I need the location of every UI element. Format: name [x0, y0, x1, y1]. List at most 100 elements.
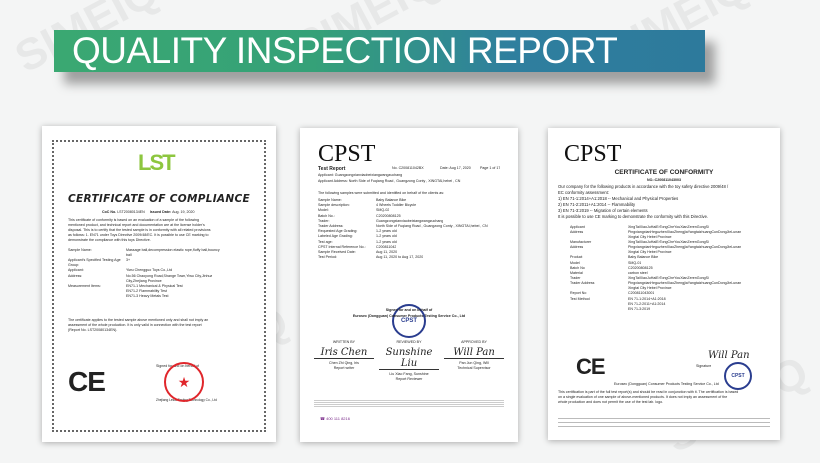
field-value-line: 3+ — [126, 258, 131, 262]
field-row: Sample description: 4 Wheels Toddler Bicy… — [318, 203, 508, 208]
signer-role: REVIEWED BY — [396, 340, 422, 344]
field-value: PingxiangxianHeguzhenXiaoZhengjiaYangtai… — [628, 281, 741, 291]
cpst-test-report[interactable]: CPST Test Report No. C200811042BX Date: … — [300, 128, 518, 442]
field-row: Test age: 1-2 years old — [318, 240, 508, 245]
field-row: Address PingxiangxianHeguzhenXiaoZhengjia… — [570, 245, 770, 255]
blue-seal-stamp: CPST — [392, 304, 426, 338]
text-line: The certificate applies to the tested sa… — [68, 318, 209, 322]
field-row: Product Baby Balance Bike — [570, 255, 770, 260]
field-value-line: Xingtai City Hebei Province — [628, 286, 672, 291]
signature-label: Signature — [696, 364, 712, 368]
text-line: This certificate of conformity is based … — [68, 218, 200, 222]
cpst-logo: CPST — [564, 141, 622, 167]
field-row: Measurement Items: EN71-1 Mechanical & Ph… — [68, 284, 254, 299]
field-value-line: ball — [126, 253, 132, 257]
field-value-line: SMQ-01 — [628, 260, 642, 265]
ce-mark: CE — [576, 354, 606, 379]
field-value: Aug 11, 2020 to Aug 17, 2020 — [376, 255, 424, 260]
field-label: Labeled Age Grading: — [318, 234, 353, 239]
field-label: Material — [570, 271, 583, 276]
text-line: mentioned product, and technical report … — [68, 223, 205, 227]
field-label: Trader — [570, 276, 581, 281]
signer-block: APPROVED BY Will Pan Pan Jun Qing, Will Tec… — [444, 340, 504, 382]
field-label: Applicant: — [68, 268, 84, 273]
decorative-border — [52, 140, 266, 432]
field-value: 1-2 years old — [376, 229, 397, 234]
text-line: EC conformity assessment: — [558, 190, 609, 195]
phone-value: 400 111 8216 — [326, 416, 350, 421]
field-label: Batch No — [570, 265, 585, 270]
field-row: Trader: Guangzongxianxiaobeixiangwangzuch… — [318, 219, 508, 224]
field-row: Batch No C20200808125 — [570, 266, 770, 271]
certificate-title: CERTIFICATE OF CONFORMITY — [614, 169, 714, 176]
field-row: Model SMQ-01 — [570, 261, 770, 266]
report-number: No. C200811042BX — [392, 166, 424, 170]
field-row: Applicant's Specified Testing Age Group:… — [68, 258, 254, 268]
field-label: Measurement Items: — [68, 283, 101, 288]
red-seal-stamp: ★ — [164, 362, 204, 402]
field-value-line: PingxiangxianHeguzhenXiaoZhengjiaYangtai… — [628, 230, 742, 235]
certificate-of-compliance[interactable]: LST CERTIFICATE OF COMPLIANCE CoC No. LS… — [42, 126, 276, 442]
report-heading: Test Report — [318, 166, 346, 172]
field-row: Trader Address PingxiangxianHeguzhenXiaoZ… — [570, 281, 770, 291]
signer-name: Chen Zhi Qing, Iris — [329, 361, 359, 365]
certificate-number: NO.:C200811043003 — [647, 178, 681, 182]
signature: Will Pan — [708, 350, 750, 361]
field-value: No.56 Chaoyong Road,Shange Town,Yiwu Cit… — [126, 274, 212, 284]
lst-logo: LST — [138, 150, 176, 175]
field-value-line: EN71-1 Mechanical & Physical Test — [126, 283, 183, 288]
certificate-of-conformity[interactable]: CPST CERTIFICATE OF CONFORMITY NO.:C2008… — [548, 128, 780, 440]
field-value: Baby Balance Bike — [376, 198, 407, 202]
fields-table: Sample Name: Baby Balance Bike Sample desc… — [318, 198, 508, 260]
text-line: This certification is part of the full t… — [558, 390, 739, 394]
field-value: Yiwu Chengguo Toys Co.,Ltd — [126, 268, 172, 273]
cpst-logo: CPST — [318, 141, 376, 167]
field-value: XingTaiXiaoJuHaiErTongCheYouXianZerenGon… — [628, 240, 709, 245]
field-label: Batch No.: — [318, 213, 335, 218]
text-line: disposal. This is to certify that the te… — [68, 228, 211, 232]
note-text — [314, 400, 504, 408]
field-value: C20200808125 — [628, 266, 653, 271]
field-value-line: XingTaiXiaoJuHaiErTongCheYouXianZerenGon… — [628, 276, 709, 281]
page-number: Page 1 of 17 — [480, 166, 501, 170]
contact-footer — [558, 418, 770, 427]
signers: WRITTEN BY Iris Chen Chen Zhi Qing, Iris Re… — [314, 340, 504, 382]
field-value-line: PingxiangxianHeguzhenXiaoZhengjiaYangtai… — [628, 281, 742, 286]
field-value: Massage ball,decompression elastic rope,… — [126, 248, 220, 258]
field-value: C200811043001 — [628, 291, 654, 296]
ce-mark: CE — [68, 366, 106, 397]
signature: Iris Chen — [314, 347, 374, 359]
text-line: 2) EN 71-2:2011+A1:2014 -- Flammability — [558, 202, 636, 207]
field-label: Model — [570, 260, 580, 265]
field-row: Test Period: Aug 11, 2020 to Aug 17, 2020 — [318, 255, 508, 260]
applicant: Applicant: Guangzongxianxiaobeixiangwang… — [318, 173, 403, 177]
field-value-line: carbon steel — [628, 271, 648, 276]
field-value: North Side of Fuqiang Road , Guangzong C… — [376, 224, 488, 229]
field-value-line: XingTaiXiaoJuHaiErTongCheYouXianZerenGon… — [628, 240, 709, 245]
field-value-line: PingxiangxianHeguzhenXiaoZhengjiaYangtai… — [628, 245, 742, 250]
text-line: It is possible to use CE marking to demo… — [558, 214, 709, 219]
field-value: carbon steel — [628, 271, 648, 276]
field-row: Sample Name: Baby Balance Bike — [318, 198, 508, 203]
field-row: Trader XingTaiXiaoJuHaiErTongCheYouXianZe… — [570, 276, 770, 281]
issued-label: Issued Date: — [149, 210, 172, 214]
footer-text: The certificate applies to the tested sa… — [68, 318, 254, 333]
field-row: Requested Age Grading: 1-2 years old — [318, 229, 508, 234]
field-label: Requested Age Grading: — [318, 229, 358, 234]
text-line: as follows: 1. EN71 under Toys Directive… — [68, 233, 209, 237]
signer-name: Liu Xiao Fang, Sunshine — [389, 372, 429, 376]
field-value: Baby Balance Bike — [628, 255, 658, 260]
field-label: Trader Address: — [318, 224, 344, 229]
field-label: Sample Received Date: — [318, 250, 356, 255]
signer-role: APPROVED BY — [461, 340, 487, 344]
field-label: CPST Internal Reference No.: — [318, 244, 366, 249]
field-label: Address: — [68, 273, 83, 278]
field-value: PingxiangxianHeguzhenXiaoZhengjiaYangtai… — [628, 245, 741, 255]
footer-text: This certification is part of the full t… — [558, 390, 770, 405]
field-row: Model: SMQ-02 — [318, 208, 508, 213]
signer-title: Report Reviewer — [395, 377, 423, 381]
field-value-line: No.56 Chaoyong Road,Shange Town,Yiwu Cit… — [126, 273, 213, 278]
company-name: Eurosec (Dongguan) Consumer Products Tes… — [352, 314, 466, 318]
field-value: SMQ-01 — [628, 261, 641, 266]
blue-seal-stamp: CPST — [724, 362, 752, 390]
